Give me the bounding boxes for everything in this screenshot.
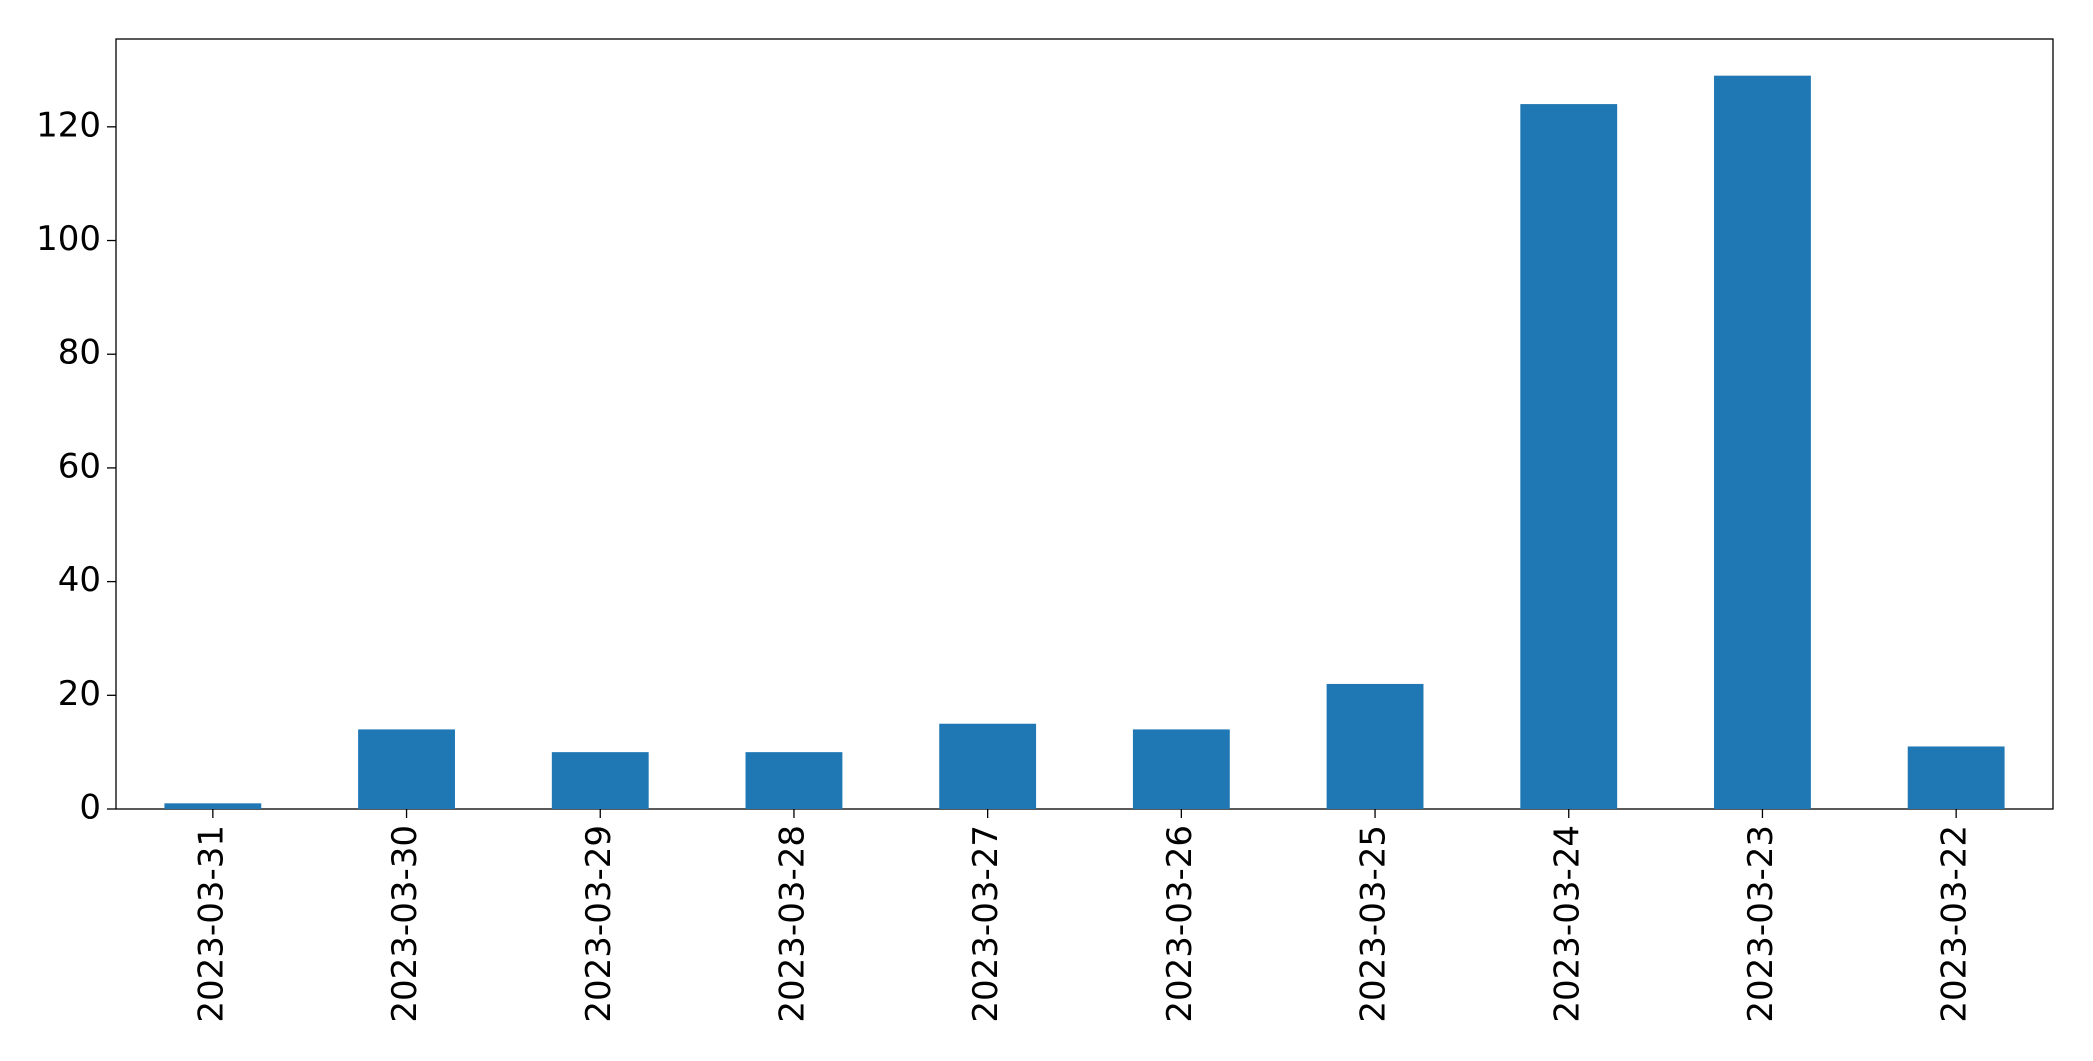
axes-frame xyxy=(115,38,2054,810)
y-tick-label: 40 xyxy=(58,560,101,600)
bar xyxy=(1907,746,2005,809)
x-tick-label: 2023-03-31 xyxy=(191,825,231,1023)
x-tick-label: 2023-03-28 xyxy=(772,825,812,1023)
y-tick-label: 60 xyxy=(58,446,101,486)
x-tick-label: 2023-03-27 xyxy=(966,825,1006,1023)
x-tick-label: 2023-03-23 xyxy=(1741,825,1781,1023)
bar xyxy=(1132,729,1230,809)
x-tick-label: 2023-03-24 xyxy=(1547,825,1587,1023)
bar xyxy=(164,803,262,809)
y-tick-label: 20 xyxy=(58,674,101,714)
y-tick-label: 80 xyxy=(58,333,101,373)
y-tick-label: 100 xyxy=(36,219,101,259)
x-tick-label: 2023-03-29 xyxy=(579,825,619,1023)
bar xyxy=(358,729,455,809)
y-tick-label: 120 xyxy=(36,105,101,145)
x-tick-label: 2023-03-30 xyxy=(385,825,425,1023)
bar xyxy=(939,723,1037,809)
bar xyxy=(745,752,843,809)
x-tick-label: 2023-03-26 xyxy=(1160,825,1200,1023)
bar xyxy=(551,752,649,809)
y-tick-label: 0 xyxy=(79,788,101,828)
x-tick-label: 2023-03-25 xyxy=(1354,825,1394,1023)
x-tick-label: 2023-03-22 xyxy=(1935,825,1975,1023)
bar xyxy=(1714,75,1811,809)
bar xyxy=(1326,683,1424,809)
bar xyxy=(1520,104,1618,809)
